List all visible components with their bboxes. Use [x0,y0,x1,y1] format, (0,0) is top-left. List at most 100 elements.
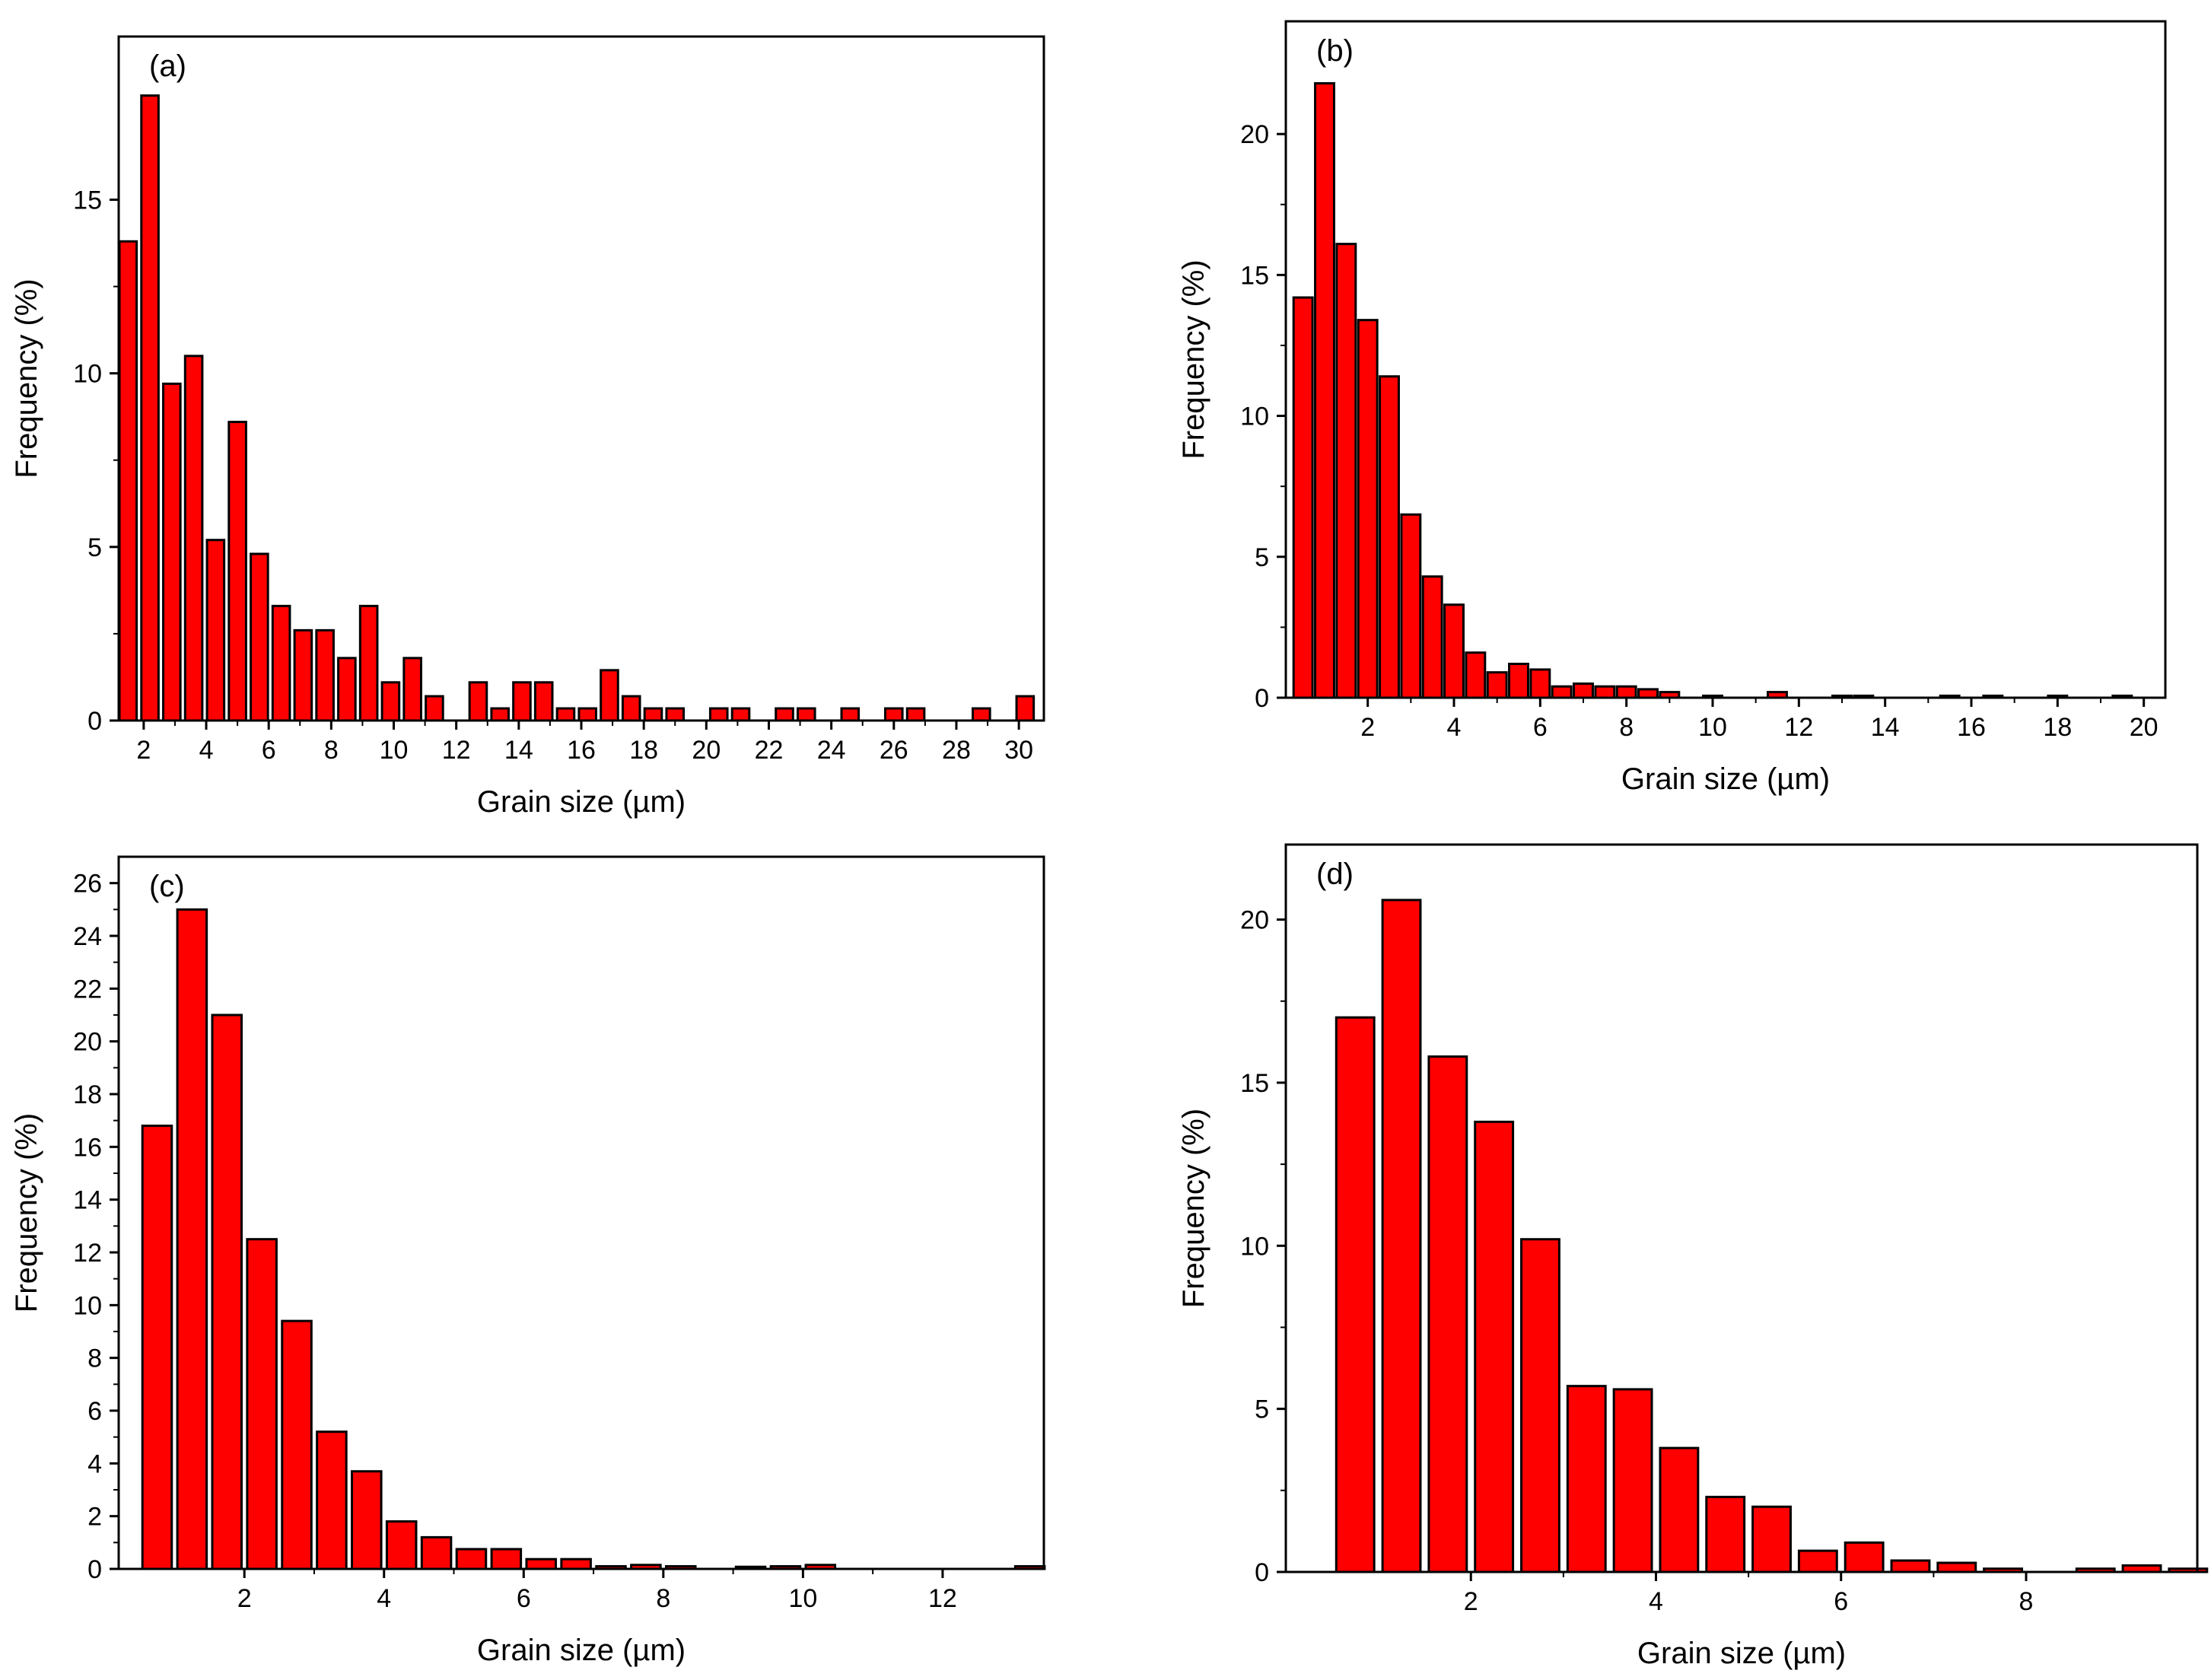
y-tick-label: 5 [1255,1395,1269,1424]
histogram-bar [1474,1120,1515,1573]
histogram-bar [402,657,422,722]
histogram-bar [490,1548,523,1570]
histogram-bar [1400,513,1422,699]
histogram-bar [1379,375,1400,699]
x-axis-title: Grain size (µm) [477,785,686,819]
histogram-bar [665,707,686,722]
histogram-bar [337,657,357,722]
histogram-bar [425,695,444,722]
histogram-bar [385,1520,418,1570]
chart-panel: 2 4 6 8 0 5 10 15 20 (d) Grain size (µm) Frequency … [1177,843,2209,1670]
y-tick-label: 5 [87,533,102,562]
x-tick-label: 10 [788,1584,817,1613]
histogram-bar [293,628,313,722]
y-tick-label: 4 [87,1449,102,1478]
x-tick-label: 14 [504,736,533,765]
y-axis-title: Frequency (%) [1177,259,1210,459]
y-tick-label: 15 [1240,1069,1269,1098]
histogram-bar [1573,682,1594,699]
plot-frame [117,855,1045,1570]
histogram-bar [162,382,182,722]
histogram-bar [884,707,904,722]
y-tick-label: 26 [73,870,102,899]
x-tick-label: 2 [237,1584,252,1613]
x-axis-title: Grain size (µm) [1637,1637,1846,1670]
x-tick-label: 12 [1784,713,1813,742]
x-tick-label: 18 [2043,713,2072,742]
histogram-bar [533,681,554,722]
y-axis-title: Frequency (%) [10,278,43,478]
x-axis-title: Grain size (µm) [477,1634,686,1667]
x-tick-label: 28 [942,736,971,765]
y-tick-label: 6 [87,1397,102,1426]
y-tick-label: 20 [1240,906,1269,935]
histogram-bar [1612,1388,1653,1573]
histogram-bar [1427,1055,1468,1573]
y-tick-label: 22 [73,975,102,1004]
histogram-bar [621,695,641,722]
x-tick-label: 26 [880,736,908,765]
x-tick-label: 18 [629,736,658,765]
histogram-bar [796,707,816,722]
histogram-bar [1508,663,1529,699]
x-tick-label: 16 [1957,713,1986,742]
histogram-bar [1936,1561,1977,1573]
y-tick-label: 14 [73,1186,102,1215]
histogram-bar [118,240,138,722]
histogram-bar [1443,603,1465,699]
y-tick-label: 12 [73,1239,102,1268]
histogram-bar [176,908,208,1570]
x-tick-label: 22 [755,736,784,765]
histogram-bar [1566,1385,1607,1573]
x-tick-label: 4 [377,1584,391,1613]
x-tick-label: 12 [928,1584,957,1613]
y-axis-title: Frequency (%) [1177,1109,1210,1308]
y-tick-label: 10 [1240,1232,1269,1261]
x-tick-label: 8 [656,1584,670,1613]
y-tick-label: 20 [1240,120,1269,149]
x-axis-title: Grain size (µm) [1621,762,1830,796]
y-tick-label: 15 [1240,261,1269,290]
histogram-bar [455,1548,488,1570]
y-tick-label: 15 [73,186,102,215]
histogram-bar [730,707,751,722]
histogram-bar [1637,688,1659,699]
histogram-bar [708,707,729,722]
histogram-bar [490,707,510,722]
histogram-bar [380,681,401,722]
histogram-bar [1751,1505,1792,1573]
histogram-bar [468,681,488,722]
histogram-bar [600,669,619,722]
histogram-bar [1615,685,1637,699]
y-tick-label: 0 [1255,1558,1269,1587]
x-tick-label: 8 [1619,713,1634,742]
histogram-bar [1314,81,1335,699]
x-tick-label: 10 [380,736,409,765]
histogram-bar [250,552,269,722]
histogram-bar [1551,685,1573,699]
x-tick-label: 8 [2019,1587,2034,1616]
histogram-bar [1529,668,1551,699]
histogram-bar [1335,1016,1376,1573]
histogram-bar [1421,575,1443,699]
histogram-bar [1890,1559,1931,1573]
histogram-bar [1292,296,1314,699]
histogram-bar [358,604,379,722]
histogram-bar [1381,899,1422,1573]
histogram-bar [183,355,204,722]
histogram-bar [420,1535,453,1570]
y-tick-label: 2 [87,1503,102,1532]
x-tick-label: 24 [817,736,846,765]
histogram-bar [1486,671,1508,699]
x-tick-label: 12 [442,736,471,765]
x-tick-label: 30 [1004,736,1033,765]
y-tick-label: 24 [73,922,102,951]
y-tick-label: 16 [73,1133,102,1162]
histogram-bar [840,707,861,722]
histogram-bar [1797,1549,1838,1573]
histogram-bar [1844,1541,1885,1573]
histogram-bar [1520,1238,1560,1573]
x-tick-label: 4 [199,736,214,765]
histogram-bar [227,421,247,722]
